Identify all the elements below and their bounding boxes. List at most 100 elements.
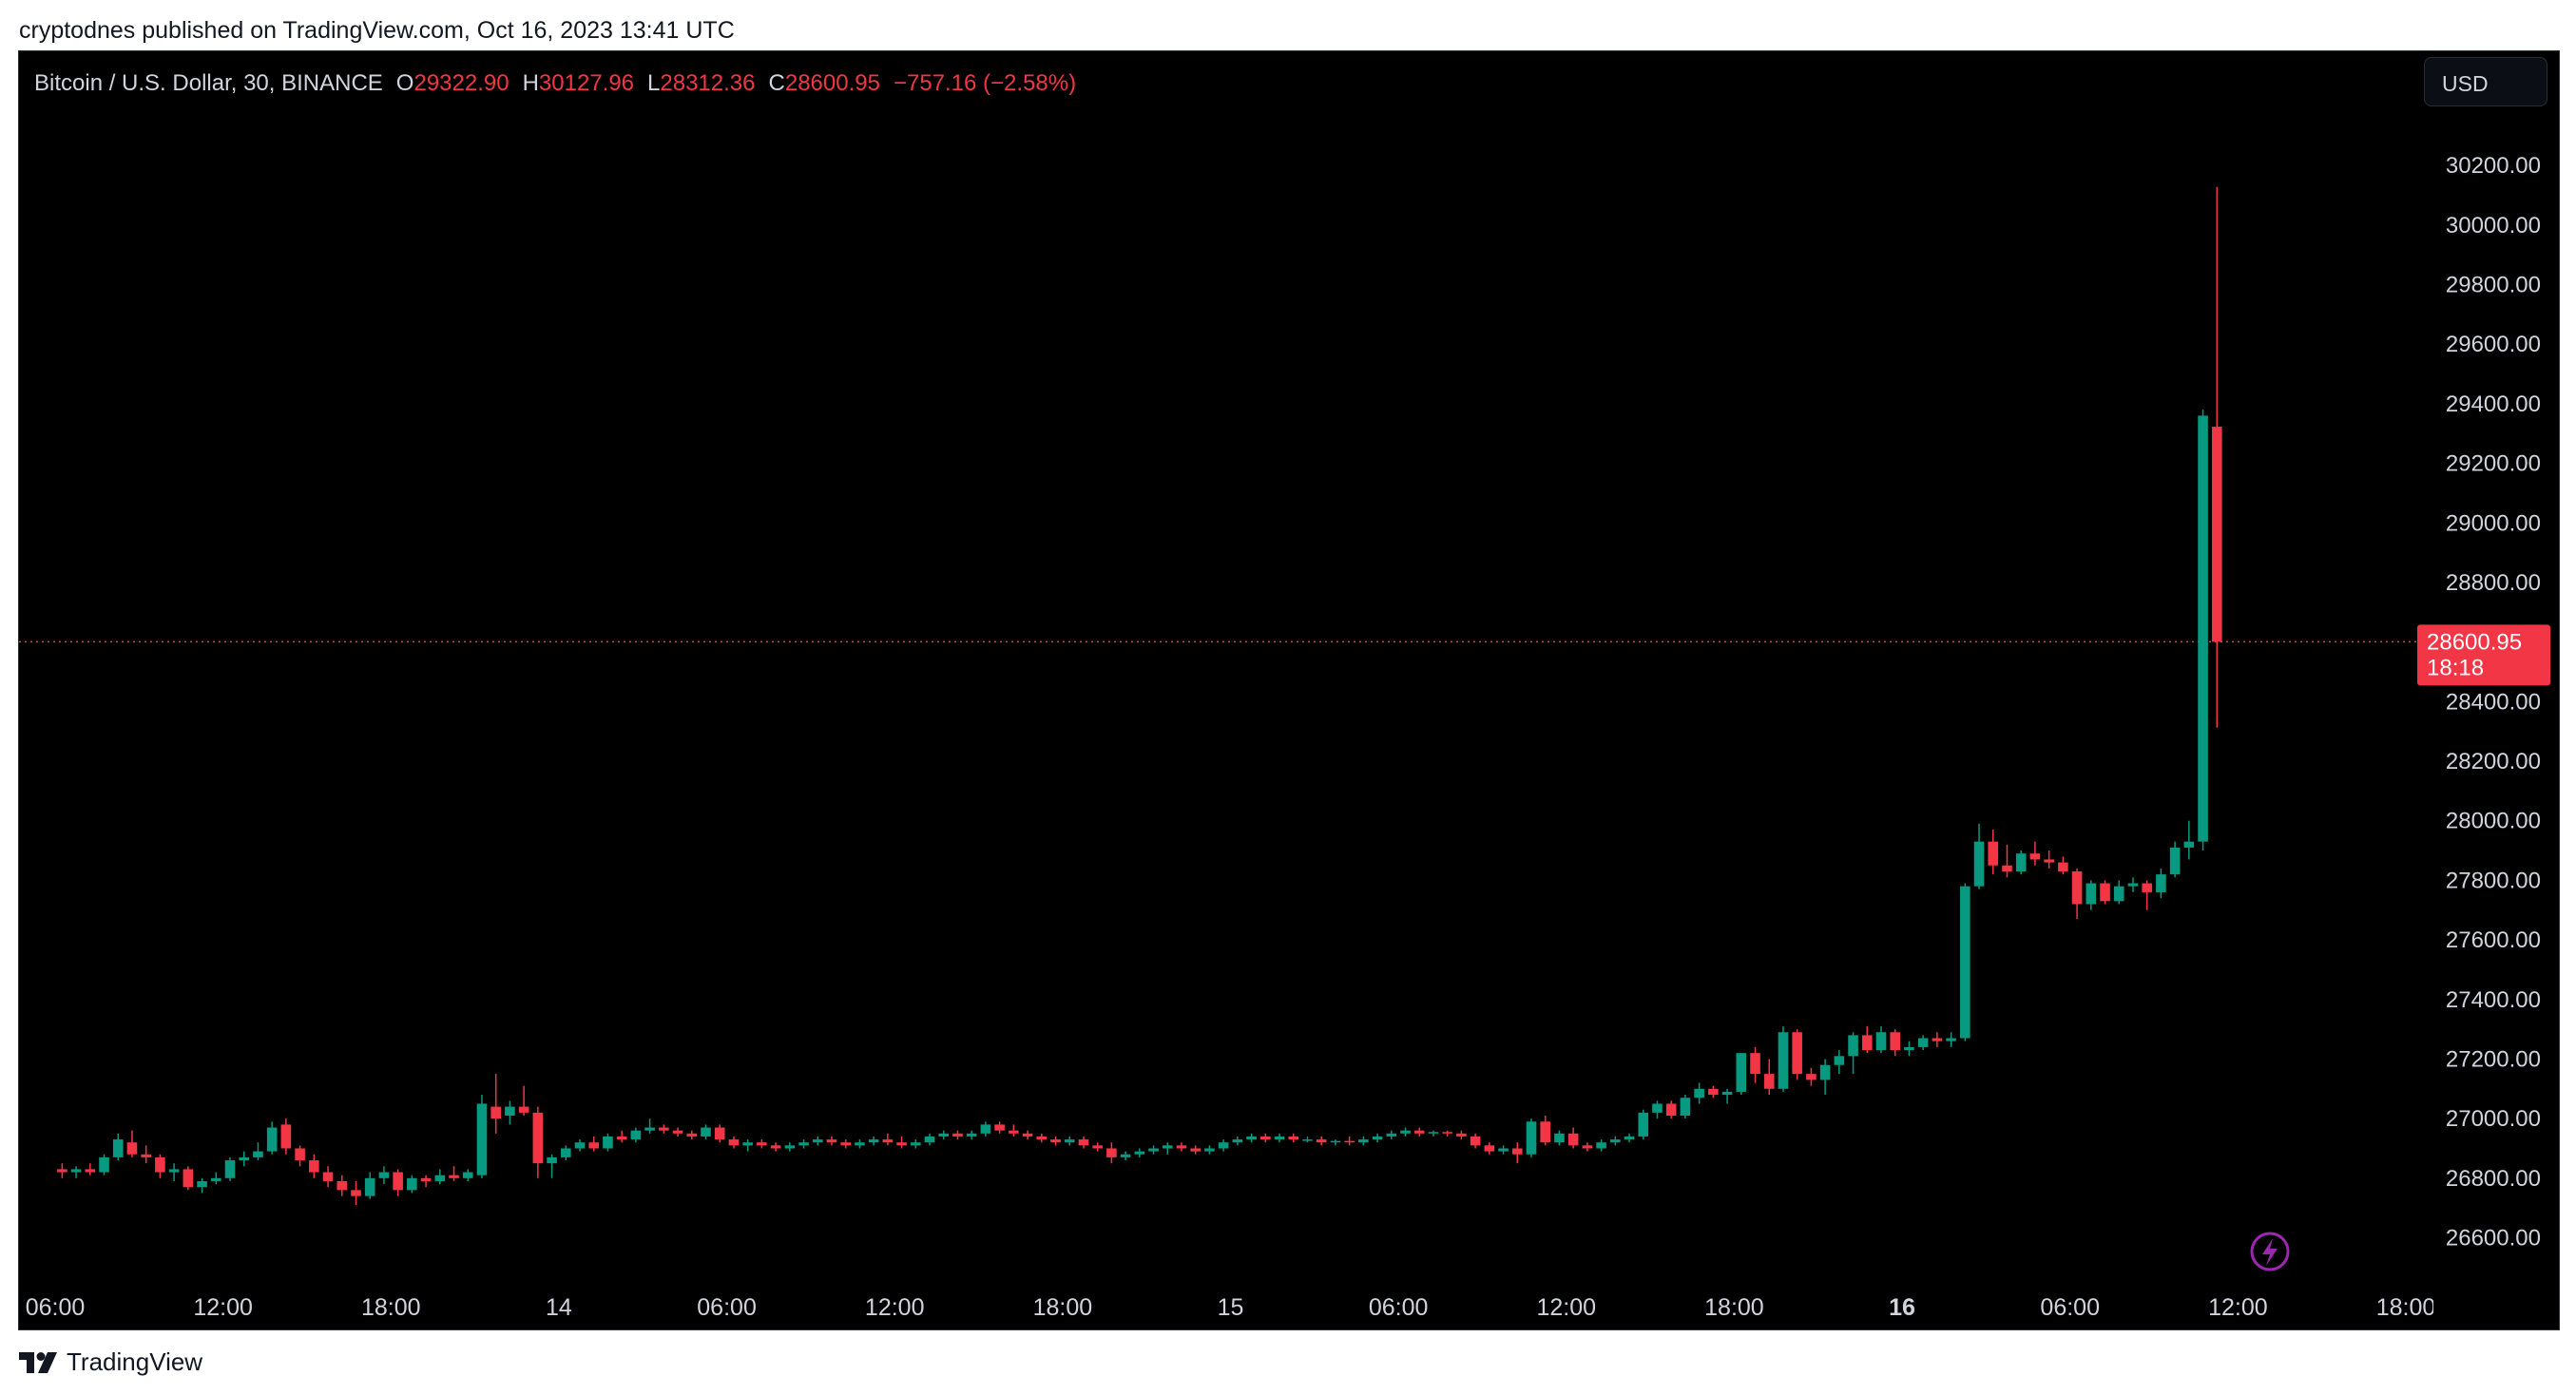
candle [239, 1151, 250, 1167]
candle-body [742, 1142, 753, 1146]
candle [1680, 1095, 1691, 1119]
price-axis: 26400.0026600.0026800.0027000.0027200.00… [2446, 153, 2541, 1310]
candle [1176, 1142, 1187, 1152]
candle [1232, 1136, 1243, 1146]
candle [574, 1139, 586, 1152]
candle [309, 1154, 319, 1178]
candle-body [378, 1172, 390, 1178]
candle-body [2198, 415, 2208, 842]
candle [1946, 1032, 1956, 1047]
candle [1890, 1029, 1901, 1057]
candle-body [560, 1148, 571, 1157]
candle [1806, 1067, 1817, 1086]
price-tick-label: 26600.00 [2446, 1226, 2541, 1252]
candle-body [896, 1142, 907, 1146]
candle-body [141, 1154, 151, 1157]
candle [1413, 1127, 1425, 1137]
candle-body [1274, 1136, 1285, 1140]
price-tick-label: 26800.00 [2446, 1166, 2541, 1192]
low-value: 28312.36 [660, 70, 756, 96]
candle [616, 1130, 627, 1143]
candle-body [1819, 1064, 1831, 1080]
chart-panel[interactable]: 26400.0026600.0026800.0027000.0027200.00… [18, 50, 2560, 1330]
candle-body [644, 1127, 655, 1131]
candle-body [1973, 841, 1985, 887]
candle-body [1848, 1035, 1858, 1057]
candle [183, 1166, 194, 1191]
candle [1917, 1035, 1929, 1051]
candle [322, 1166, 334, 1188]
candle [1638, 1109, 1649, 1140]
candle [938, 1130, 950, 1140]
candle-body [686, 1133, 698, 1137]
candle [1861, 1025, 1873, 1054]
time-tick-label: 06:00 [2040, 1294, 2100, 1321]
candle-body [1582, 1145, 1593, 1149]
candle-body [112, 1139, 124, 1157]
candle-body [2142, 883, 2152, 892]
candlestick-chart[interactable]: 26400.0026600.0026800.0027000.0027200.00… [19, 51, 2559, 1329]
candle-body [183, 1169, 194, 1188]
candle-body [1260, 1136, 1271, 1140]
lightning-icon[interactable] [2250, 1232, 2290, 1271]
candle-body [882, 1139, 894, 1143]
candle-body [1763, 1074, 1775, 1089]
price-tick-label: 28200.00 [2446, 749, 2541, 774]
candle-body [2113, 886, 2124, 902]
candle-body [1806, 1074, 1817, 1080]
candle [840, 1139, 851, 1149]
candle [1162, 1142, 1173, 1155]
candle [1302, 1136, 1313, 1143]
date-tick-label: 14 [546, 1294, 572, 1321]
candles-layer [57, 186, 2222, 1206]
candle-body [1834, 1056, 1845, 1065]
candle-body [532, 1112, 544, 1164]
candle-body [826, 1139, 837, 1143]
candle [266, 1121, 278, 1155]
candle [1736, 1053, 1747, 1096]
candle-body [449, 1175, 459, 1178]
price-tick-label: 28400.00 [2446, 689, 2541, 715]
price-tick-label: 29400.00 [2446, 392, 2541, 417]
candle [141, 1145, 151, 1164]
candle [1316, 1136, 1327, 1146]
candle [1960, 883, 1970, 1041]
tradingview-footer[interactable]: TradingView [19, 1347, 202, 1377]
candle [798, 1139, 809, 1149]
candle-body [364, 1177, 375, 1196]
candle-body [1036, 1136, 1048, 1140]
candle-body [210, 1177, 221, 1181]
candle-body [407, 1177, 417, 1191]
candle [1400, 1127, 1411, 1137]
candle [1763, 1059, 1775, 1096]
candle-body [1009, 1130, 1019, 1134]
candle [85, 1163, 96, 1175]
candle-body [2156, 874, 2166, 892]
candle-body [770, 1145, 781, 1149]
candle-body [1511, 1148, 1523, 1155]
candle-body [547, 1156, 557, 1164]
candle [1511, 1142, 1523, 1164]
tradingview-logo-icon [19, 1351, 57, 1373]
close-label: C [768, 70, 785, 96]
time-tick-label: 06:00 [1369, 1294, 1429, 1321]
candle [659, 1124, 669, 1134]
currency-button[interactable]: USD [2424, 57, 2547, 106]
last-price-badge [2417, 624, 2550, 686]
candle-body [728, 1139, 740, 1146]
candle [2211, 186, 2222, 728]
candle [1288, 1133, 1299, 1143]
candle [1456, 1130, 1467, 1140]
candle [757, 1139, 767, 1149]
candle-body [1344, 1140, 1355, 1143]
candle-body [336, 1180, 348, 1191]
candle-body [1134, 1151, 1145, 1155]
candle [2169, 841, 2181, 878]
candle [1120, 1151, 1131, 1161]
candle [1358, 1136, 1369, 1146]
price-tick-label: 27200.00 [2446, 1046, 2541, 1072]
time-axis: 06:00 12:00 18:00 14 06:00 12:00 18:00 15 06:00 1… [26, 1287, 2559, 1329]
candle [588, 1136, 600, 1152]
time-tick-label: 12:00 [1537, 1294, 1597, 1321]
candle [1932, 1032, 1943, 1047]
